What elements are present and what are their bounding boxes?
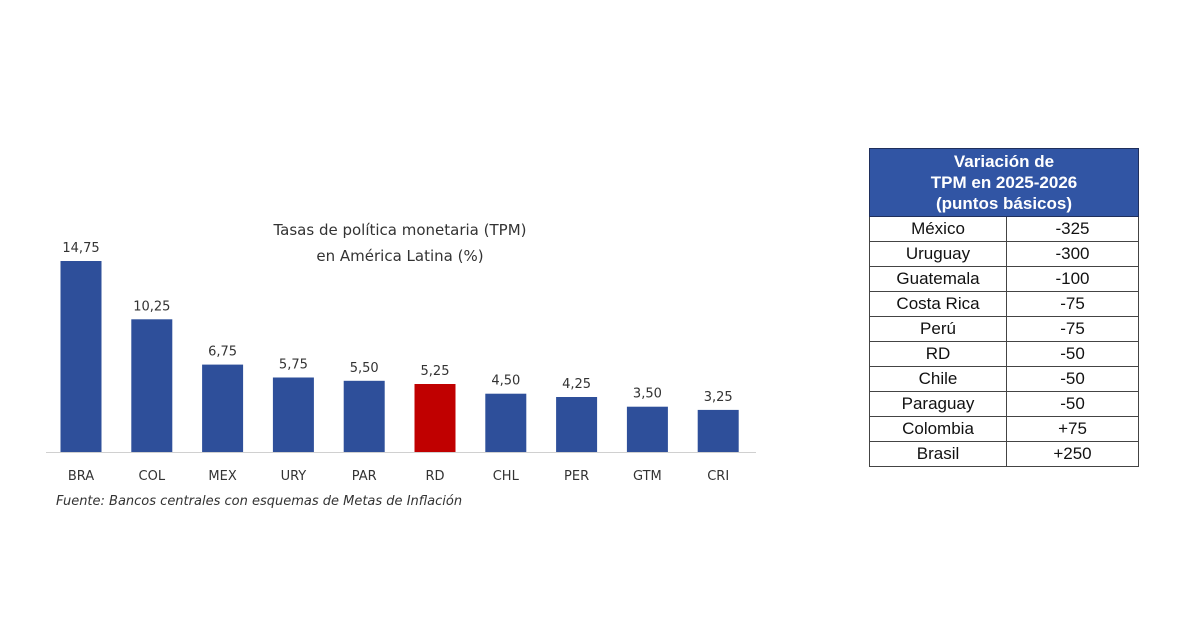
- table-row: Costa Rica -75: [869, 291, 1139, 317]
- table-cell-value: -50: [1006, 366, 1139, 392]
- table-row: Perú -75: [869, 316, 1139, 342]
- bar-gtm: [626, 406, 668, 452]
- bar-ury: [272, 377, 314, 452]
- table-cell-value: +250: [1006, 441, 1139, 467]
- table-cell-value: -300: [1006, 241, 1139, 267]
- bar-value-label: 3,25: [704, 390, 733, 405]
- bar-cri: [697, 409, 739, 452]
- table-row: Uruguay -300: [869, 241, 1139, 267]
- bar-mex: [202, 364, 244, 452]
- table-cell-country: Uruguay: [869, 241, 1007, 267]
- table-header: Variación de TPM en 2025-2026 (puntos bá…: [869, 148, 1139, 217]
- chart-title-line-2: en América Latina (%): [316, 247, 483, 265]
- table-cell-country: México: [869, 216, 1007, 242]
- bar-col: [131, 319, 173, 452]
- x-tick-label: RD: [425, 469, 444, 484]
- table-cell-country: Chile: [869, 366, 1007, 392]
- table-cell-country: Guatemala: [869, 266, 1007, 292]
- bar-value-label: 5,75: [279, 358, 308, 373]
- bar-value-label: 10,25: [133, 299, 170, 314]
- x-tick-label: COL: [139, 469, 166, 484]
- bar-value-label: 6,75: [208, 345, 237, 360]
- chart-source-note: Fuente: Bancos centrales con esquemas de…: [56, 494, 463, 509]
- x-tick-label: MEX: [208, 469, 236, 484]
- x-tick-label: PER: [564, 469, 589, 484]
- table-row: Brasil +250: [869, 441, 1139, 467]
- table-cell-country: RD: [869, 341, 1007, 367]
- table-cell-value: -50: [1006, 391, 1139, 417]
- bar-par: [343, 380, 385, 452]
- bar-value-label: 5,50: [350, 361, 379, 376]
- table-cell-country: Costa Rica: [869, 291, 1007, 317]
- x-tick-label: CHL: [493, 469, 520, 484]
- table-row: Colombia +75: [869, 416, 1139, 442]
- table-body: México -325 Uruguay -300 Guatemala -100 Costa …: [869, 216, 1139, 467]
- bar-value-label: 3,50: [633, 387, 662, 402]
- table-cell-country: Brasil: [869, 441, 1007, 467]
- bar-value-label: 5,25: [421, 364, 450, 379]
- table-header-row: Variación de TPM en 2025-2026 (puntos bá…: [869, 148, 1139, 217]
- table-header-line-1: Variación de: [953, 152, 1055, 171]
- table-header-line-2: TPM en 2025-2026: [930, 173, 1078, 192]
- table-cell-value: -75: [1006, 316, 1139, 342]
- table-cell-value: -75: [1006, 291, 1139, 317]
- bar-per: [556, 397, 598, 452]
- bar-rd: [414, 384, 456, 452]
- table-row: RD -50: [869, 341, 1139, 367]
- tpm-variation-table: Variación de TPM en 2025-2026 (puntos bá…: [869, 148, 1139, 467]
- chart-title-line-1: Tasas de política monetaria (TPM): [272, 221, 526, 239]
- table-row: Paraguay -50: [869, 391, 1139, 417]
- table-row: Guatemala -100: [869, 266, 1139, 292]
- bar-value-label: 4,25: [562, 377, 591, 392]
- bar-chart: Tasas de política monetaria (TPM) en Amé…: [46, 221, 756, 484]
- table-header-line-3: (puntos básicos): [935, 194, 1072, 213]
- table-cell-country: Paraguay: [869, 391, 1007, 417]
- table-cell-value: -325: [1006, 216, 1139, 242]
- bar-chl: [485, 393, 527, 452]
- x-tick-label: URY: [281, 469, 307, 484]
- x-tick-label: BRA: [68, 469, 94, 484]
- table-row: Chile -50: [869, 366, 1139, 392]
- table-cell-value: -50: [1006, 341, 1139, 367]
- bar-bra: [60, 261, 102, 452]
- x-tick-label: PAR: [352, 469, 377, 484]
- table-cell-value: -100: [1006, 266, 1139, 292]
- bar-value-label: 14,75: [62, 241, 99, 256]
- bar-value-label: 4,50: [491, 374, 520, 389]
- x-tick-label: CRI: [707, 469, 729, 484]
- table-cell-country: Colombia: [869, 416, 1007, 442]
- table-row: México -325: [869, 216, 1139, 242]
- table-cell-value: +75: [1006, 416, 1139, 442]
- bars-group: 14,75 BRA 10,25 COL 6,75 MEX 5,75 URY 5,50 PAR 5,2…: [60, 241, 739, 484]
- table-cell-country: Perú: [869, 316, 1007, 342]
- x-tick-label: GTM: [633, 469, 662, 484]
